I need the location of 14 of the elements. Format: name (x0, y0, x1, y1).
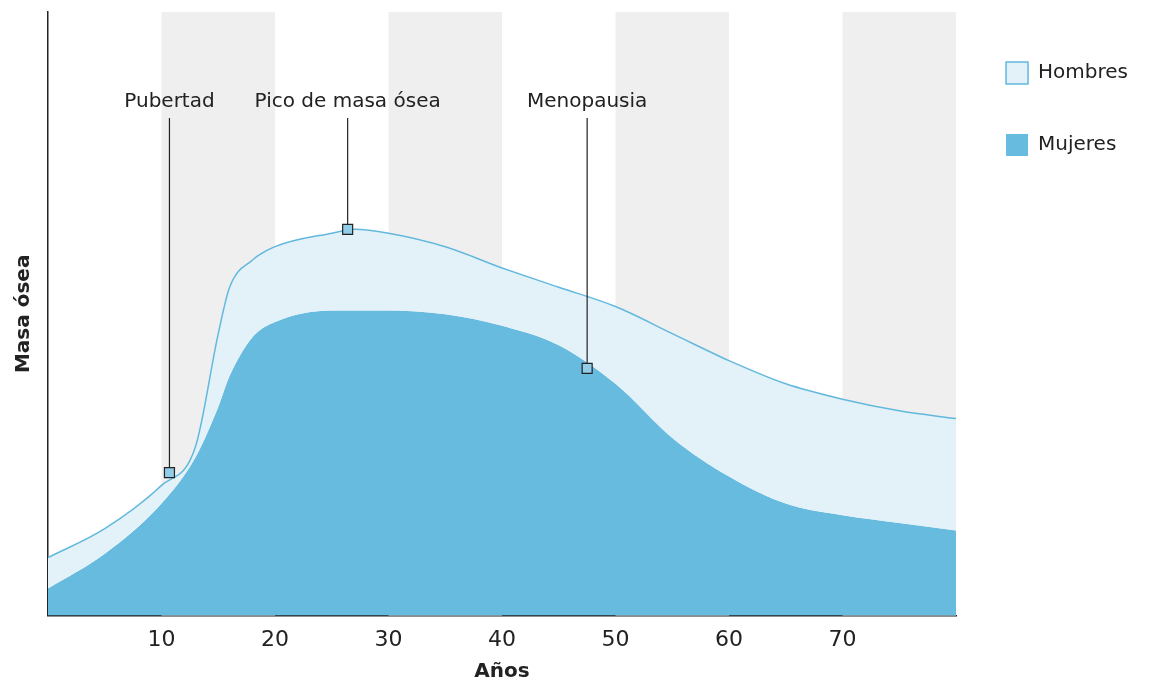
annotation: Menopausia (526, 88, 648, 113)
legend-label: Mujeres (1038, 131, 1117, 156)
x-axis-title: Años (474, 658, 530, 683)
x-tick-label: 10 (147, 625, 176, 651)
x-tick-label: 50 (601, 625, 630, 651)
x-tick-label: 30 (374, 625, 403, 651)
x-tick-label: 70 (828, 625, 857, 651)
annotation: Pubertad (124, 88, 215, 113)
x-tick-label: 60 (715, 625, 744, 651)
x-tick-label: 20 (261, 625, 290, 651)
legend-label: Hombres (1038, 59, 1129, 84)
annotation: Pico de masa ósea (254, 88, 441, 113)
y-axis-title: Masa ósea (10, 254, 35, 374)
x-tick-label: 40 (488, 625, 517, 651)
